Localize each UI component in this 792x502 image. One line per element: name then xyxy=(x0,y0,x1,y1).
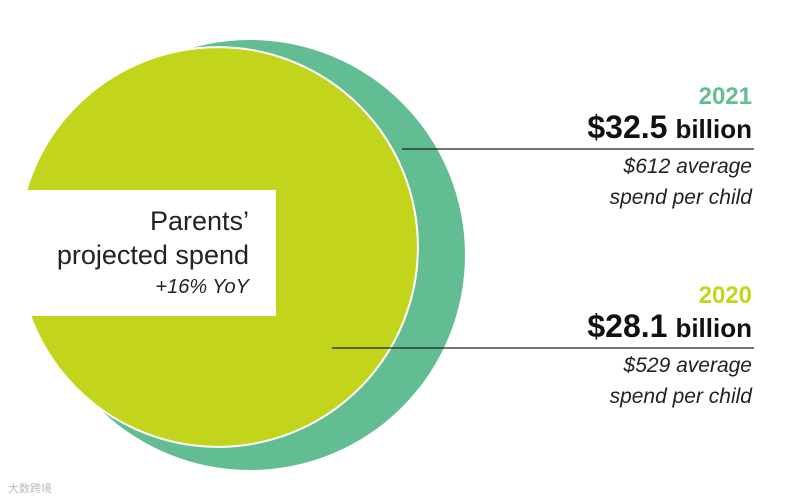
year-label-2021: 2021 xyxy=(699,83,752,110)
amount-unit-2020: billion xyxy=(675,313,752,343)
note-line2-2020: spend per child xyxy=(610,385,754,408)
chart-title-line2: projected spend xyxy=(57,240,249,270)
note-line2-2021: spend per child xyxy=(610,186,754,209)
chart-title-line1: Parents’ xyxy=(150,206,249,236)
note-line1-2021: $612 average xyxy=(623,155,752,178)
amount-value-2020: $28.1 xyxy=(587,308,667,344)
note-line1-2020: $529 average xyxy=(623,354,752,377)
watermark-text: 大数跨境 xyxy=(8,481,52,495)
amount-value-2021: $32.5 xyxy=(587,109,667,145)
center-label-box xyxy=(0,190,276,316)
amount-unit-2021: billion xyxy=(675,114,752,144)
amount-label-2021: $32.5 billion xyxy=(587,109,752,145)
chart-subtitle: +16% YoY xyxy=(155,276,250,298)
amount-label-2020: $28.1 billion xyxy=(587,308,752,344)
year-label-2020: 2020 xyxy=(699,282,752,309)
